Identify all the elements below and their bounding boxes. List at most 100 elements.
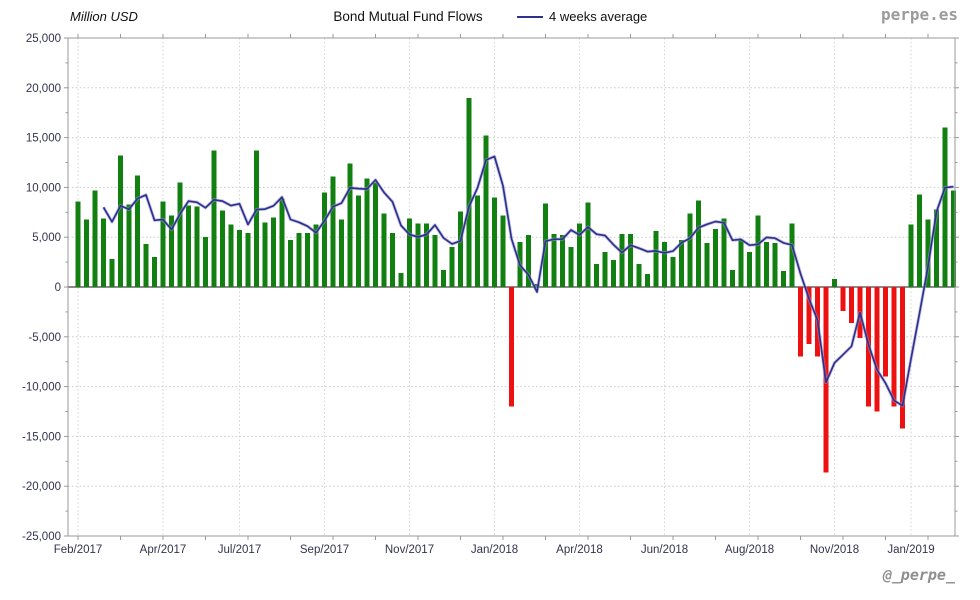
flow-bar: [135, 175, 140, 287]
y-tick-label: -5,000: [28, 332, 61, 344]
x-tick-label: Jul/2017: [218, 544, 261, 556]
flow-bar: [585, 202, 591, 287]
flow-bar: [755, 215, 761, 287]
legend: 4 weeks average: [517, 9, 647, 24]
flow-bar: [628, 234, 633, 287]
flow-bar: [942, 127, 948, 287]
flow-bar: [492, 197, 497, 287]
flow-bar: [849, 287, 854, 323]
author-handle: @_perpe_: [882, 566, 955, 584]
flow-bar: [602, 252, 608, 287]
flow-bar: [126, 204, 132, 287]
flow-bar: [262, 222, 268, 287]
x-tick-label: Nov/2017: [385, 544, 434, 556]
flow-bar: [934, 209, 939, 287]
flow-bar: [738, 240, 744, 287]
flow-bar: [679, 240, 684, 287]
flow-bar: [806, 287, 812, 344]
flow-bar: [483, 135, 489, 287]
y-tick-label: 15,000: [26, 133, 61, 145]
flow-bar: [186, 205, 191, 287]
flow-bar: [228, 224, 234, 287]
y-tick-label: 0: [55, 282, 61, 294]
flow-bar: [101, 218, 106, 287]
y-tick-label: 25,000: [26, 33, 61, 45]
legend-label: 4 weeks average: [549, 9, 648, 24]
flow-bar: [381, 213, 387, 287]
flow-bar: [305, 233, 310, 287]
flow-bar: [271, 217, 276, 287]
flow-bar: [475, 195, 480, 287]
flow-bar: [449, 247, 455, 287]
legend-line-icon: [517, 15, 543, 18]
flow-bar: [713, 229, 718, 287]
x-tick-label: Jan/2018: [471, 544, 518, 556]
flow-bar: [288, 240, 293, 287]
flow-bar: [313, 224, 319, 287]
flow-bar: [415, 223, 421, 287]
flow-bar: [551, 234, 557, 287]
flow-bar: [279, 198, 285, 287]
flow-bar: [75, 201, 81, 287]
chart-title: Bond Mutual Fund Flows: [333, 9, 483, 24]
x-tick-label: Feb/2017: [54, 544, 103, 556]
flow-bar: [925, 219, 931, 287]
flow-bar: [764, 242, 769, 287]
flow-bar: [917, 194, 922, 287]
flow-bar: [772, 243, 778, 287]
flow-bar: [789, 223, 795, 287]
flow-bar: [398, 273, 404, 287]
flow-bar: [160, 201, 166, 287]
flow-bar: [577, 223, 582, 287]
y-tick-label: 5,000: [32, 232, 61, 244]
flow-bar: [696, 200, 701, 287]
flow-bar: [424, 223, 429, 287]
flow-bar: [500, 215, 506, 287]
flow-bar: [432, 235, 438, 287]
flow-bar: [203, 237, 208, 287]
flow-bar: [143, 244, 149, 287]
flow-bar: [611, 260, 616, 287]
flow-bar: [169, 215, 174, 287]
flow-bar: [687, 213, 693, 287]
flow-bar: [390, 233, 395, 287]
x-tick-label: Jan/2019: [887, 544, 934, 556]
y-axis-title: Million USD: [70, 9, 138, 24]
flow-bar: [177, 182, 183, 287]
average-line: [102, 155, 954, 407]
flow-bar: [900, 287, 905, 429]
x-tick-label: Nov/2018: [810, 544, 859, 556]
flow-bar: [670, 257, 676, 287]
flow-bar: [560, 235, 565, 287]
x-tick-label: Jun/2018: [641, 544, 688, 556]
flow-bar: [211, 150, 217, 287]
flow-bar: [245, 233, 251, 287]
flow-bar: [509, 287, 514, 407]
flow-bar: [951, 190, 956, 287]
flow-bar: [653, 231, 659, 287]
y-tick-label: -10,000: [22, 382, 61, 394]
flow-bar: [330, 176, 336, 287]
flow-bar: [730, 270, 735, 287]
flow-bar: [891, 287, 897, 407]
flow-bar: [84, 219, 89, 287]
flow-bar: [798, 287, 803, 357]
flow-bar: [662, 242, 667, 287]
flow-bar: [883, 287, 888, 377]
flow-bar: [747, 252, 752, 287]
flow-bar: [339, 219, 344, 287]
x-tick-label: Apr/2018: [556, 544, 603, 556]
flow-bar: [347, 163, 353, 287]
flow-bar: [908, 224, 914, 287]
flow-bar: [220, 210, 225, 287]
flow-bar: [781, 271, 786, 287]
flow-bar: [237, 230, 242, 287]
flow-bar: [407, 218, 412, 287]
x-tick-label: Aug/2018: [725, 544, 774, 556]
flow-bar: [619, 234, 625, 287]
site-watermark: perpe.es: [880, 5, 958, 24]
flow-bar: [840, 287, 846, 311]
flow-bar: [254, 150, 259, 287]
